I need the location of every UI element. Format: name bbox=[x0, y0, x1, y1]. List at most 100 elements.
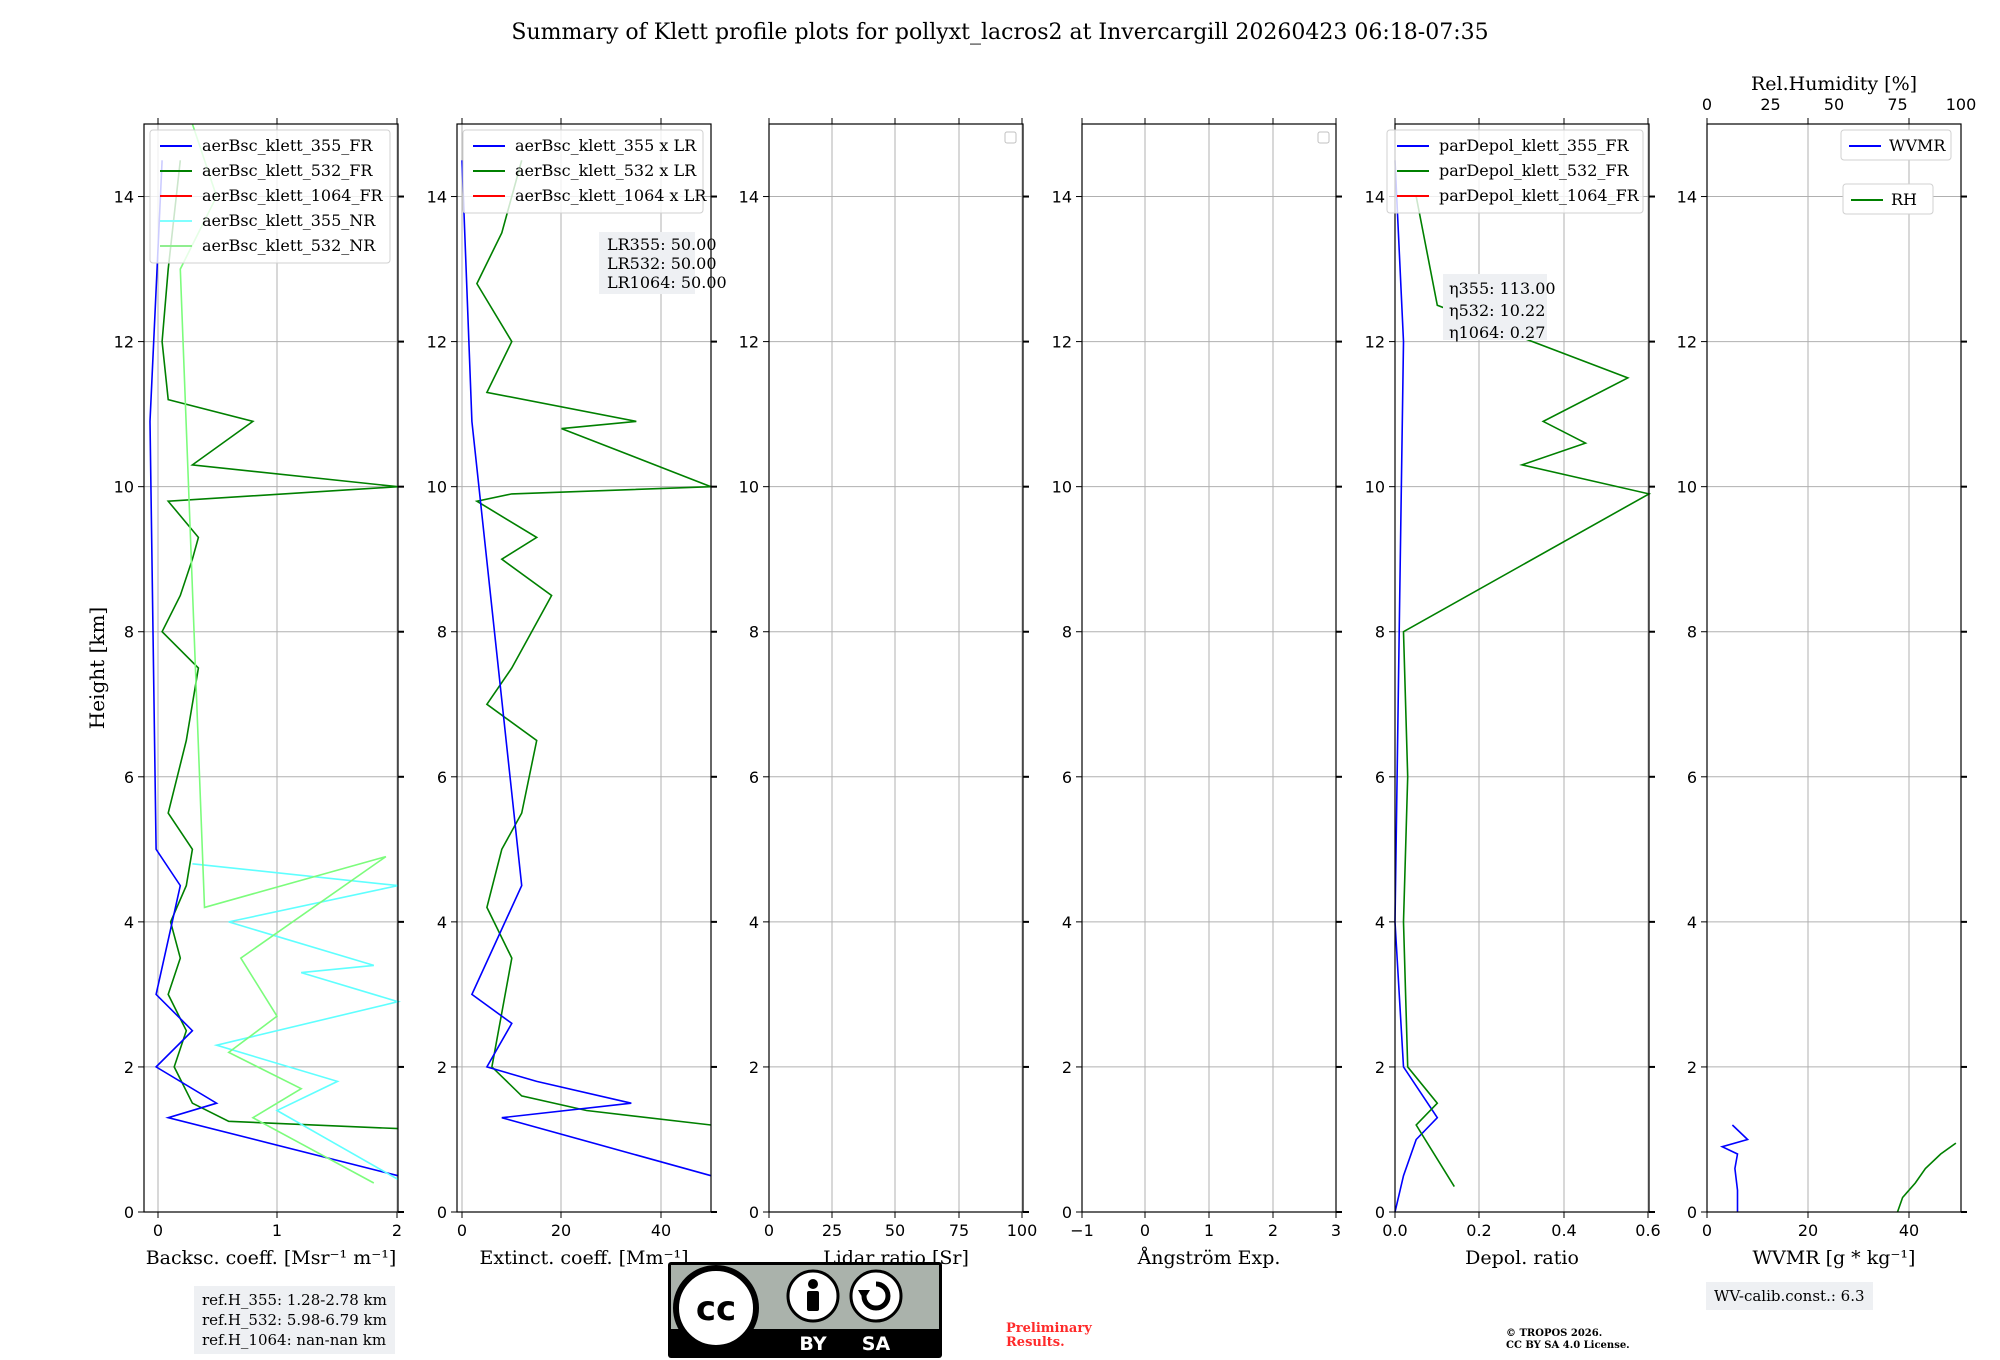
xtick-label: 2 bbox=[392, 1221, 402, 1240]
ytick-label: 6 bbox=[1062, 768, 1072, 787]
series-aerBsc-klett-355-x-LR bbox=[461, 160, 712, 1177]
series-aerBsc-klett-532-x-LR bbox=[474, 160, 712, 1126]
xtick-label: 2 bbox=[1268, 1221, 1278, 1240]
legend-label: parDepol_klett_1064_FR bbox=[1439, 186, 1640, 205]
legend-label: parDepol_klett_355_FR bbox=[1439, 136, 1630, 155]
xtick-label: 0.2 bbox=[1466, 1221, 1491, 1240]
xtick-label: 40 bbox=[651, 1221, 671, 1240]
wv-calib-text: WV-calib.const.: 6.3 bbox=[1714, 1287, 1865, 1305]
ytick-label: 8 bbox=[1062, 623, 1072, 642]
ytick-label: 12 bbox=[739, 333, 759, 352]
xtick-label: 0 bbox=[1702, 1221, 1712, 1240]
x-axis-label: Backsc. coeff. [Msr⁻¹ m⁻¹] bbox=[146, 1247, 397, 1269]
lr-value: LR1064: 50.00 bbox=[607, 273, 727, 292]
eta-box bbox=[1443, 274, 1547, 340]
ytick-label: 8 bbox=[124, 623, 134, 642]
ytick-label: 6 bbox=[1687, 768, 1697, 787]
ytick-label: 6 bbox=[749, 768, 759, 787]
legend-label: aerBsc_klett_532 x LR bbox=[515, 161, 697, 180]
legend-box bbox=[1386, 129, 1644, 214]
ref-height-532: ref.H_532: 5.98-6.79 km bbox=[202, 1311, 387, 1329]
ytick-label: 8 bbox=[749, 623, 759, 642]
axes-frame bbox=[768, 123, 1024, 1213]
empty-legend-box bbox=[1317, 131, 1330, 144]
xtick-label: 20 bbox=[1798, 1221, 1818, 1240]
xtick-label: 0 bbox=[764, 1221, 774, 1240]
rh-axis-label: Rel.Humidity [%] bbox=[1751, 73, 1917, 95]
legend-label: aerBsc_klett_355 x LR bbox=[515, 136, 697, 155]
xtick-label: 25 bbox=[822, 1221, 842, 1240]
panel-wv: 0 2 4 6 8 10 12 14 0 20 40 WVMR [g * kg⁻¹] 0 25 50 75 10… bbox=[1677, 73, 1977, 1269]
ytick-label: 14 bbox=[114, 188, 134, 207]
figure-title: Summary of Klett profile plots for polly… bbox=[511, 20, 1489, 45]
panel-ext: 0 2 4 6 8 10 12 14 0 20 40 Extinct. coeff. [Mm⁻¹] ae… bbox=[427, 118, 727, 1269]
ytick-label: 2 bbox=[437, 1058, 447, 1077]
ytick-label: 10 bbox=[1677, 478, 1697, 497]
ytick-label: 14 bbox=[1365, 188, 1385, 207]
series-aerBsc-klett-355-FR bbox=[149, 160, 399, 1177]
cc-by-label: BY bbox=[799, 1333, 826, 1355]
ytick-label: 0 bbox=[1687, 1203, 1697, 1222]
wv-calib-box: WV-calib.const.: 6.3 bbox=[1706, 1282, 1873, 1310]
ytick-label: 10 bbox=[1052, 478, 1072, 497]
copyright-line-2: CC BY SA 4.0 License. bbox=[1506, 1340, 1630, 1351]
ytick-label: 4 bbox=[749, 913, 759, 932]
lr-value: LR355: 50.00 bbox=[607, 235, 717, 254]
ytick-label: 12 bbox=[1677, 333, 1697, 352]
wvmr-legend-box bbox=[1840, 129, 1952, 161]
ytick-label: 14 bbox=[1677, 188, 1697, 207]
copyright-note: © TROPOS 2026. CC BY SA 4.0 License. bbox=[1506, 1328, 1630, 1352]
xtick-label: 1 bbox=[1204, 1221, 1214, 1240]
xtick-label: 0 bbox=[1140, 1221, 1150, 1240]
ytick-label: 6 bbox=[124, 768, 134, 787]
ref-height-box: ref.H_355: 1.28-2.78 km ref.H_532: 5.98-… bbox=[194, 1286, 395, 1354]
y-axis-label: Height [km] bbox=[85, 607, 109, 729]
ytick-label: 0 bbox=[1375, 1203, 1385, 1222]
xtick-label: 0.6 bbox=[1635, 1221, 1660, 1240]
legend-label: aerBsc_klett_1064_FR bbox=[202, 186, 384, 205]
ytick-label: 8 bbox=[437, 623, 447, 642]
lr-value: LR532: 50.00 bbox=[607, 254, 717, 273]
ref-height-355: ref.H_355: 1.28-2.78 km bbox=[202, 1291, 387, 1309]
eta-value: η532: 10.22 bbox=[1449, 301, 1545, 320]
series-RH bbox=[1896, 1142, 1957, 1213]
series-parDepol-klett-532-FR bbox=[1402, 196, 1652, 1188]
axes-frame bbox=[1394, 123, 1650, 1213]
ytick-label: 0 bbox=[437, 1203, 447, 1222]
ytick-label: 6 bbox=[1375, 768, 1385, 787]
ytick-label: 12 bbox=[427, 333, 447, 352]
cc-sa-label: SA bbox=[862, 1333, 891, 1355]
axes-frame bbox=[456, 123, 712, 1213]
cc-logo-letters: cc bbox=[696, 1289, 736, 1329]
x-axis-label: WVMR [g * kg⁻¹] bbox=[1753, 1247, 1916, 1269]
axes-frame bbox=[1706, 123, 1962, 1213]
series-aerBsc-klett-532-FR bbox=[161, 160, 399, 1130]
ref-height-1064: ref.H_1064: nan-nan km bbox=[202, 1331, 387, 1349]
ytick-label: 4 bbox=[1062, 913, 1072, 932]
eta-value: η355: 113.00 bbox=[1449, 279, 1556, 298]
panel-depol: 0 2 4 6 8 10 12 14 0.0 0.2 0.4 0.6 Depol. ratio parDe… bbox=[1365, 118, 1661, 1269]
xtick-label: 3 bbox=[1331, 1221, 1341, 1240]
rh-tick-label: 0 bbox=[1702, 95, 1712, 114]
eta-value: η1064: 0.27 bbox=[1449, 323, 1545, 342]
xtick-label: 0 bbox=[153, 1221, 163, 1240]
rh-tick-label: 75 bbox=[1887, 95, 1907, 114]
ytick-label: 8 bbox=[1687, 623, 1697, 642]
xtick-label: 50 bbox=[885, 1221, 905, 1240]
ytick-label: 12 bbox=[1052, 333, 1072, 352]
legend-box bbox=[149, 129, 391, 264]
ytick-label: 12 bbox=[114, 333, 134, 352]
series-aerBsc-klett-355-NR bbox=[192, 863, 402, 1181]
xtick-label: 0.4 bbox=[1551, 1221, 1576, 1240]
ytick-label: 14 bbox=[1052, 188, 1072, 207]
preliminary-note: Preliminary Results. bbox=[1006, 1322, 1092, 1350]
ytick-label: 14 bbox=[427, 188, 447, 207]
ytick-label: 10 bbox=[427, 478, 447, 497]
rh-tick-label: 25 bbox=[1760, 95, 1780, 114]
ytick-label: 14 bbox=[739, 188, 759, 207]
legend-label: aerBsc_klett_355_FR bbox=[202, 136, 373, 155]
